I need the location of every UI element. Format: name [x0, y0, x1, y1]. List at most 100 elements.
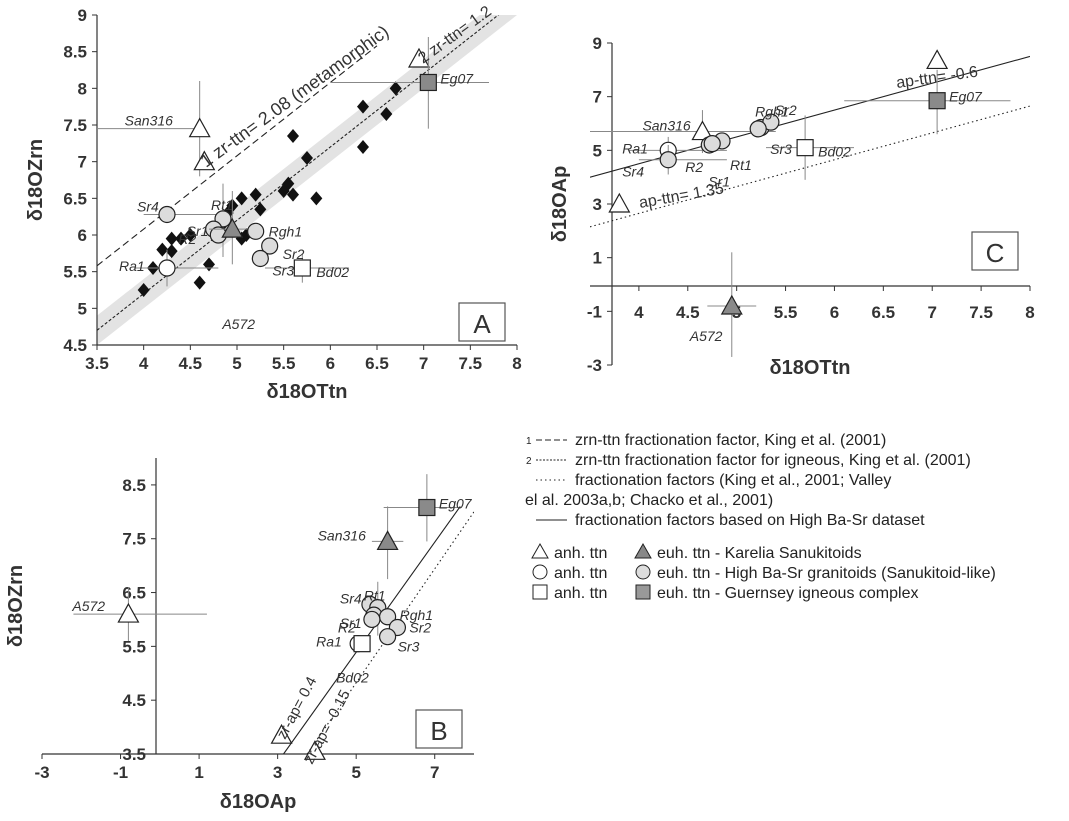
- y-tick-label: 7.5: [122, 530, 146, 549]
- data-point-diamond: [287, 187, 299, 202]
- legend: 1 zrn-ttn fractionation factor, King et a…: [525, 432, 996, 602]
- x-axis-title: δ18OTtn: [266, 381, 347, 403]
- legend-symbol-filled-text: euh. ttn - Karelia Sanukitoids: [657, 545, 862, 562]
- x-tick-label: 6.5: [365, 354, 389, 373]
- line-annotation: zr-ap= 0.4: [274, 674, 321, 742]
- legend-line-text: el al. 2003a,b; Chacko et al., 2001): [525, 492, 773, 509]
- legend-line-text: fractionation factors (King et al., 2001…: [575, 472, 891, 489]
- data-point-triangle: [270, 723, 293, 744]
- data-label: Sr4: [340, 590, 362, 606]
- y-tick-label: 7.5: [63, 116, 87, 135]
- data-label: Sr4: [622, 164, 644, 180]
- data-label: Sr1: [187, 223, 209, 239]
- y-tick-label: 7: [593, 88, 602, 107]
- data-point-circle: [363, 610, 381, 629]
- panel-A: 3.5 4 4.5 5 5.5 6 6.5 7 7.5 8 4.5 5 5.5 6 6.5 7 7.5 8 8.5 9…: [25, 6, 522, 403]
- legend-line-text: zrn-ttn fractionation factor for igneous…: [575, 452, 971, 469]
- data-point-triangle: [117, 602, 140, 623]
- panel-label: B: [430, 716, 447, 746]
- data-point-triangle: [188, 117, 211, 138]
- fractionation-line: [283, 506, 461, 754]
- data-label: San316: [318, 527, 366, 543]
- panel-label-box: [415, 709, 463, 749]
- x-tick-label: 4: [139, 354, 149, 373]
- data-point-triangle: [407, 47, 431, 68]
- y-tick-label: 8.5: [122, 476, 146, 495]
- data-point-square: [293, 259, 311, 277]
- line-annotation: ap-ttn= 1.35: [638, 180, 726, 212]
- y-tick-label: 3: [593, 195, 602, 214]
- panel-label: A: [473, 309, 491, 339]
- legend-symbol-filled-text: euh. ttn - High Ba-Sr granitoids (Sanuki…: [657, 565, 996, 582]
- panel-label: C: [986, 238, 1005, 268]
- data-point-square: [796, 139, 814, 157]
- data-label: Rgh1: [269, 223, 302, 239]
- data-label: R2: [685, 159, 703, 175]
- data-label: Eg07: [949, 89, 983, 105]
- data-point-diamond: [165, 231, 178, 246]
- data-point-circle: [659, 151, 677, 169]
- data-label: Sr3: [272, 262, 294, 278]
- data-label: Rt1: [730, 157, 752, 173]
- fractionation-line: [97, 45, 378, 267]
- data-point-triangle: [193, 150, 216, 171]
- x-tick-label: 7.5: [459, 354, 483, 373]
- x-tick-label: 7.5: [969, 303, 993, 322]
- y-tick-label: 9: [593, 34, 602, 53]
- legend-line-text: fractionation factors based on High Ba-S…: [575, 512, 925, 529]
- data-point-diamond: [310, 191, 323, 206]
- data-point-diamond: [357, 140, 369, 154]
- x-tick-label: 7: [430, 763, 439, 782]
- data-point-diamond: [254, 202, 267, 217]
- y-tick-label: 5: [593, 141, 602, 160]
- x-tick-label: 8: [512, 354, 521, 373]
- data-label: Bd02: [818, 144, 851, 160]
- x-tick-label: 4.5: [179, 354, 203, 373]
- data-label: A572: [689, 328, 723, 344]
- x-tick-label: 4: [634, 303, 644, 322]
- x-tick-label: -1: [113, 763, 128, 782]
- y-tick-label: 5.5: [122, 637, 146, 656]
- data-label: A572: [221, 316, 255, 332]
- data-point-circle: [158, 259, 176, 277]
- x-tick-label: 1: [194, 763, 203, 782]
- data-point-diamond: [249, 187, 262, 202]
- x-tick-label: 8: [1025, 303, 1034, 322]
- x-tick-label: 6: [830, 303, 839, 322]
- data-point-diamond: [137, 283, 150, 297]
- legend-symbol-open-text: anh. ttn: [554, 585, 607, 602]
- y-tick-label: 6.5: [63, 189, 87, 208]
- data-point-triangle: [376, 530, 399, 551]
- data-point-circle: [247, 222, 265, 240]
- x-tick-label: -3: [34, 763, 49, 782]
- data-point-circle: [261, 237, 279, 255]
- legend-symbol-open-text: anh. ttn: [554, 565, 607, 582]
- y-tick-label: 7: [78, 153, 87, 172]
- x-tick-label: 4.5: [676, 303, 700, 322]
- y-tick-label: 3.5: [122, 745, 146, 764]
- data-label: Ra1: [316, 634, 342, 650]
- data-label: Bd02: [336, 670, 369, 686]
- x-tick-label: 5.5: [774, 303, 798, 322]
- x-tick-label: 6: [326, 354, 335, 373]
- data-point-circle: [749, 120, 767, 138]
- y-axis-title: δ18OZrn: [25, 139, 47, 221]
- data-point-diamond: [193, 275, 206, 290]
- data-point-circle: [158, 205, 176, 224]
- data-point-square: [418, 498, 436, 517]
- y-tick-label: 9: [78, 6, 87, 25]
- legend-symbol-filled: [634, 542, 652, 559]
- legend-symbol-open-text: anh. ttn: [554, 545, 607, 562]
- data-point-triangle: [926, 49, 949, 70]
- x-axis-title: δ18OAp: [220, 791, 297, 813]
- y-tick-label: 6: [78, 226, 87, 245]
- data-point-diamond: [175, 231, 187, 246]
- data-label: Rt1: [364, 588, 386, 604]
- x-tick-label: 7: [419, 354, 428, 373]
- data-label: Sr1: [340, 615, 362, 631]
- data-point-diamond: [277, 184, 290, 198]
- y-tick-label: 8.5: [63, 43, 87, 62]
- data-point-square: [353, 635, 371, 653]
- panel-C: 44.555.566.577.5897531-1-3Cδ18OTtnδ18OAp…: [549, 34, 1035, 379]
